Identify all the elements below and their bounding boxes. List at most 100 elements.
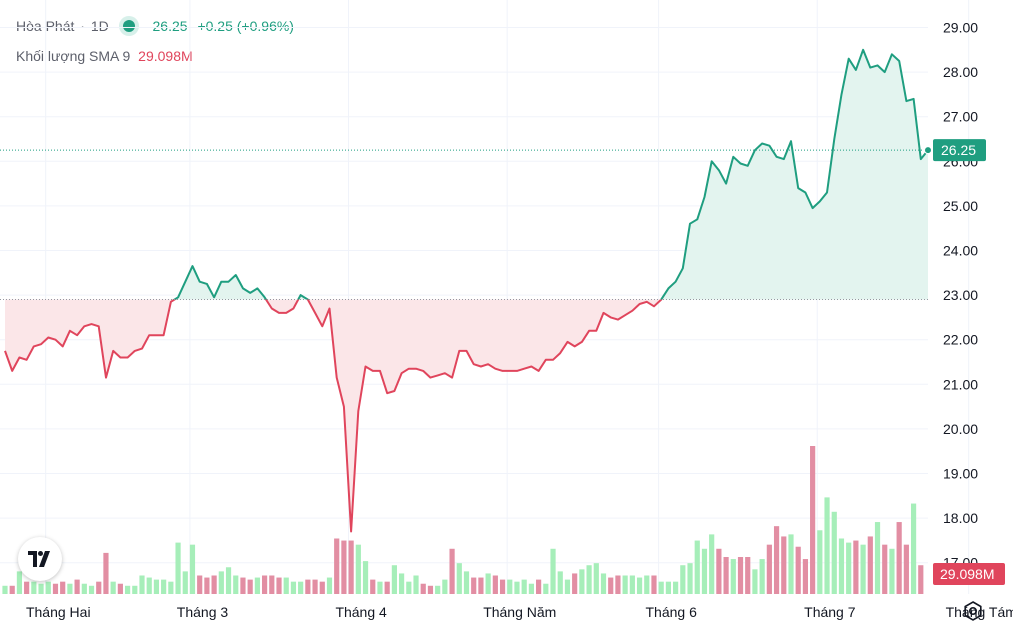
volume-bar [600, 573, 607, 594]
volume-bar [463, 571, 470, 594]
x-tick-label: Tháng 4 [335, 604, 387, 620]
volume-bar [261, 575, 268, 594]
volume-bar [406, 581, 412, 594]
price-line-down [4, 299, 663, 533]
volume-bar [413, 575, 419, 594]
volume-bar [60, 581, 66, 594]
volume-bar [673, 581, 679, 594]
volume-bar [38, 583, 44, 594]
legend-last-price: 26.25 [152, 18, 188, 34]
volume-bar [442, 579, 448, 594]
area-fill-down [5, 299, 928, 532]
volume-bar [478, 577, 484, 594]
volume-bar [521, 579, 527, 594]
volume-bar [810, 446, 816, 594]
volume-bar [910, 503, 917, 594]
volume-bar [276, 577, 282, 594]
tradingview-logo-icon[interactable] [18, 537, 62, 581]
volume-bar [81, 583, 87, 594]
volume-bar [528, 583, 534, 594]
volume-bar [716, 548, 722, 594]
volume-bar [225, 567, 232, 594]
volume-bar [745, 557, 751, 594]
volume-bar [766, 544, 772, 594]
volume-bar [175, 542, 181, 594]
volume-bar [860, 544, 866, 594]
legend-interval[interactable]: 1D [90, 18, 109, 34]
last-price-dot [924, 146, 932, 155]
legend-separator: · [80, 18, 85, 34]
volume-bar [74, 579, 80, 594]
volume-bar [701, 548, 708, 594]
volume-bar [204, 577, 210, 594]
volume-bar [9, 585, 15, 594]
volume-bar [615, 575, 621, 594]
volume-bar [391, 565, 397, 594]
legend-volume-label[interactable]: Khối lượng SMA 9 [16, 48, 131, 64]
price-line [0, 48, 932, 533]
volume-bar [420, 583, 426, 594]
volume-bar [146, 577, 152, 594]
volume-bar [564, 579, 571, 594]
volume-bar [254, 577, 260, 594]
volume-bar [103, 552, 109, 594]
volume-bar [737, 557, 744, 594]
price-badges: 26.25 29.098M [933, 139, 1005, 585]
volume-bar [831, 511, 837, 594]
volume-bar [817, 530, 823, 594]
volume-bar [658, 581, 664, 594]
volume-bar [709, 534, 715, 594]
volume-bar [305, 579, 311, 594]
volume-bar [471, 577, 477, 594]
y-tick-label: 19.00 [943, 466, 978, 482]
volume-bar [88, 585, 95, 594]
volume-bar [853, 540, 859, 594]
volume-bar [290, 581, 297, 594]
volume-bar [507, 579, 513, 594]
volume-bar [211, 575, 217, 594]
volume-bar [67, 583, 73, 594]
volume-badge-text: 29.098M [940, 566, 994, 582]
volume-bar [161, 579, 167, 594]
volume-bar [355, 544, 361, 594]
y-tick-label: 18.00 [943, 510, 978, 526]
volume-bar [824, 497, 830, 594]
volume-bar [31, 581, 37, 594]
x-tick-label: Tháng 6 [646, 604, 698, 620]
area-fill [5, 49, 928, 532]
volume-bar [572, 573, 578, 594]
settings-icon[interactable] [962, 600, 984, 622]
volume-bar [586, 565, 592, 594]
volume-bar [687, 563, 693, 594]
volume-bar [153, 579, 160, 594]
volume-bar [918, 565, 924, 594]
volume-bar [882, 544, 888, 594]
volume-bar [485, 573, 491, 594]
volume-bar [45, 581, 51, 594]
volume-bar [557, 571, 563, 594]
volume-bar [283, 577, 289, 594]
volume-bar [96, 581, 102, 594]
axes: 29.0028.0027.0026.0025.0024.0023.0022.00… [26, 20, 1013, 621]
y-tick-label: 29.00 [943, 20, 978, 36]
price-badge [933, 139, 986, 162]
volume-bar [492, 575, 498, 594]
volume-bar [370, 579, 376, 594]
volume-bar [536, 579, 542, 594]
volume-bar [377, 581, 383, 594]
volume-bar [247, 579, 253, 594]
price-badge-text: 26.25 [941, 142, 976, 158]
volume-bar [896, 522, 902, 594]
volume-bar [197, 575, 203, 594]
y-tick-label: 24.00 [943, 243, 978, 259]
volume-bar [838, 538, 845, 594]
legend-volume-value: 29.098M [138, 48, 193, 64]
volume-bar [629, 575, 635, 594]
volume-badge [933, 563, 1005, 585]
volume-bar [168, 581, 174, 594]
volume-bar [399, 573, 405, 594]
volume-bar [773, 526, 780, 594]
y-tick-label: 23.00 [943, 287, 978, 303]
volume-bar [312, 579, 318, 594]
